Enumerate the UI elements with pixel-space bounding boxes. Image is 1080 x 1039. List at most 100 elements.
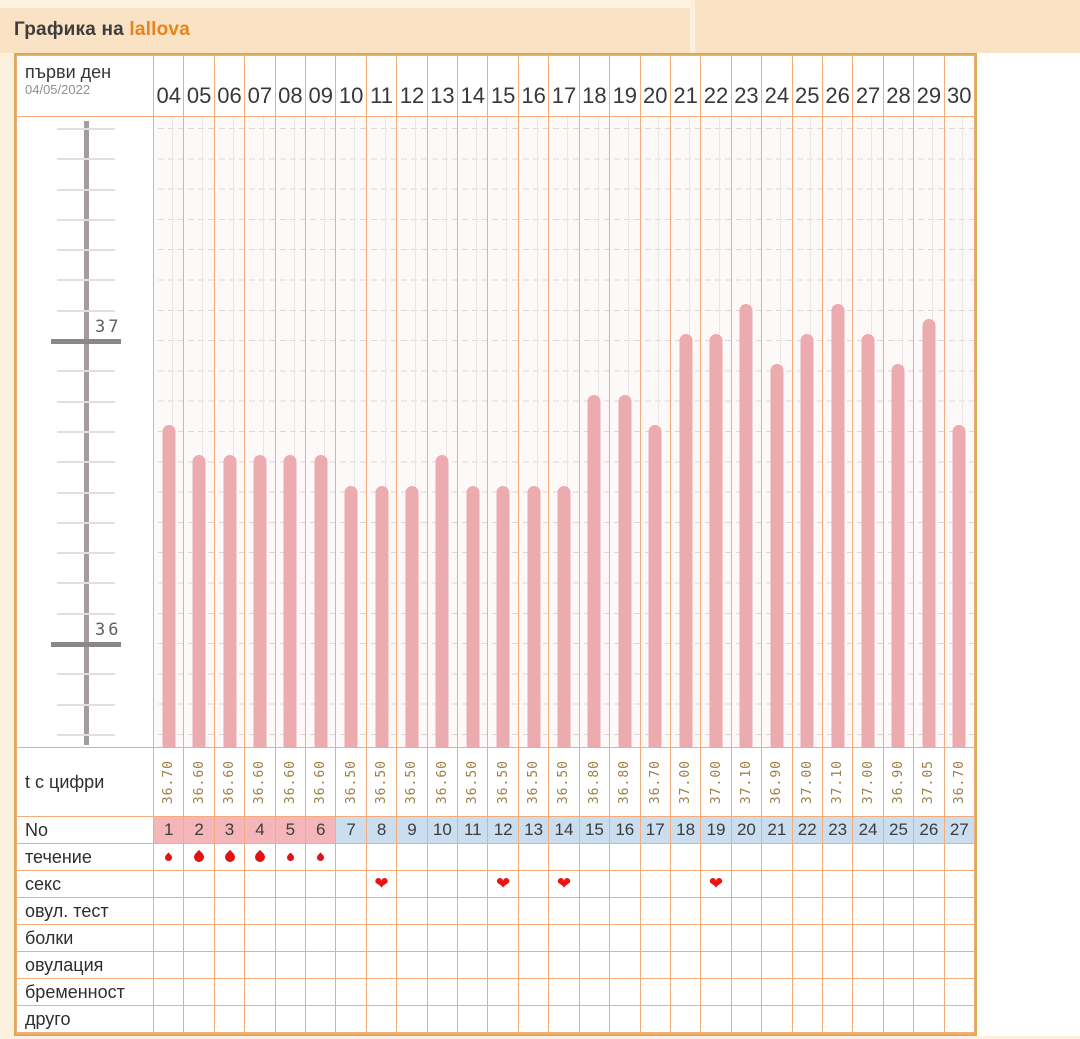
other-cell [154,1006,184,1032]
date-header-14: 14 [458,56,488,116]
temp-value-cell: 36.60 [275,748,306,816]
first-day-cell: първи ден 04/05/2022 [17,56,153,116]
other-cell [336,1006,366,1032]
axis-tick [57,703,115,706]
ovulation-cell [397,952,427,978]
pregnancy-cell [336,979,366,1005]
day-number-cell-18: 18 [670,817,701,843]
ovulation-test-cell [336,898,366,924]
ovulation-cell [914,952,944,978]
pains-cell [488,925,518,951]
chart-column-06 [214,117,245,747]
pregnancy-cell [944,979,974,1005]
axis-major-tick [51,642,121,647]
temp-value-cell: 36.50 [518,748,549,816]
ovulation-cell [306,952,336,978]
chart-column-16 [518,117,549,747]
temp-value: 37.00 [708,759,724,805]
temp-bar-10 [344,485,358,747]
chart-column-29 [914,117,944,747]
pregnancy-cell [853,979,883,1005]
chart-column-08 [275,117,306,747]
temp-bar-18 [587,394,601,747]
temp-value-cell: 36.60 [427,748,458,816]
ovulation-test-cell [822,898,853,924]
temp-value-cell: 36.60 [306,748,336,816]
ovulation-cell [792,952,822,978]
temp-value-cell: 36.70 [154,748,184,816]
temp-value: 36.80 [586,759,602,805]
sex-cell: ❤ [366,871,397,897]
ovulation-test-cell [518,898,549,924]
flow-cell [610,844,640,870]
ovulation-cell [822,952,853,978]
sex-cell [214,871,245,897]
ovulation-test-cell [245,898,275,924]
date-header-18: 18 [579,56,610,116]
temp-bar-05 [192,455,206,747]
flow-cell [670,844,701,870]
other-cell [701,1006,731,1032]
heart-icon: ❤ [556,873,572,894]
pains-cell [792,925,822,951]
blood-drop-icon [252,849,267,865]
other-cell [914,1006,944,1032]
sex-cell [579,871,610,897]
pregnancy-cell [366,979,397,1005]
other-cell [670,1006,701,1032]
username-link[interactable]: lallova [129,19,190,40]
pregnancy-cell [822,979,853,1005]
heart-icon: ❤ [374,873,389,894]
axis-tick [57,673,115,676]
temp-value: 36.70 [951,759,967,805]
sex-cell [914,871,944,897]
ovulation-cell [184,952,214,978]
sex-cell [670,871,701,897]
day-number-cell-15: 15 [579,817,610,843]
day-number-cell-20: 20 [731,817,762,843]
ovulation-test-cell [427,898,458,924]
temp-bar-06 [223,455,237,747]
temp-value-cell: 37.10 [731,748,762,816]
other-cell [306,1006,336,1032]
day-number-cell-27: 27 [944,817,974,843]
date-header-07: 07 [245,56,275,116]
chart-column-05 [184,117,214,747]
ovulation-test-cell [853,898,883,924]
temp-bar-25 [800,334,814,747]
date-header-19: 19 [610,56,640,116]
temp-value-cell: 36.70 [944,748,974,816]
pains-cell [275,925,306,951]
chart-column-28 [883,117,914,747]
day-number-cell-2: 2 [184,817,214,843]
axis-tick [57,188,115,191]
other-cell [883,1006,914,1032]
chart-column-19 [610,117,640,747]
chart-column-26 [822,117,853,747]
date-header-15: 15 [488,56,518,116]
pregnancy-cell [640,979,670,1005]
temp-value-cell: 36.60 [214,748,245,816]
sex-cell [336,871,366,897]
flow-cell [184,844,214,870]
chart-column-25 [792,117,822,747]
other-cell [579,1006,610,1032]
temp-value: 36.80 [617,759,633,805]
temp-bar-09 [314,455,328,747]
chart-column-12 [397,117,427,747]
row-label-sex: секс [17,871,153,897]
pregnancy-cell [427,979,458,1005]
pregnancy-cell [883,979,914,1005]
temp-bar-22 [709,334,723,747]
other-cell [245,1006,275,1032]
pains-cell [701,925,731,951]
sex-cell [822,871,853,897]
temp-value: 36.50 [374,759,390,805]
pregnancy-cell [762,979,792,1005]
pains-cell [822,925,853,951]
date-header-08: 08 [275,56,306,116]
day-number-cell-17: 17 [640,817,670,843]
pains-cell [306,925,336,951]
other-cell [488,1006,518,1032]
chart-column-10 [336,117,366,747]
